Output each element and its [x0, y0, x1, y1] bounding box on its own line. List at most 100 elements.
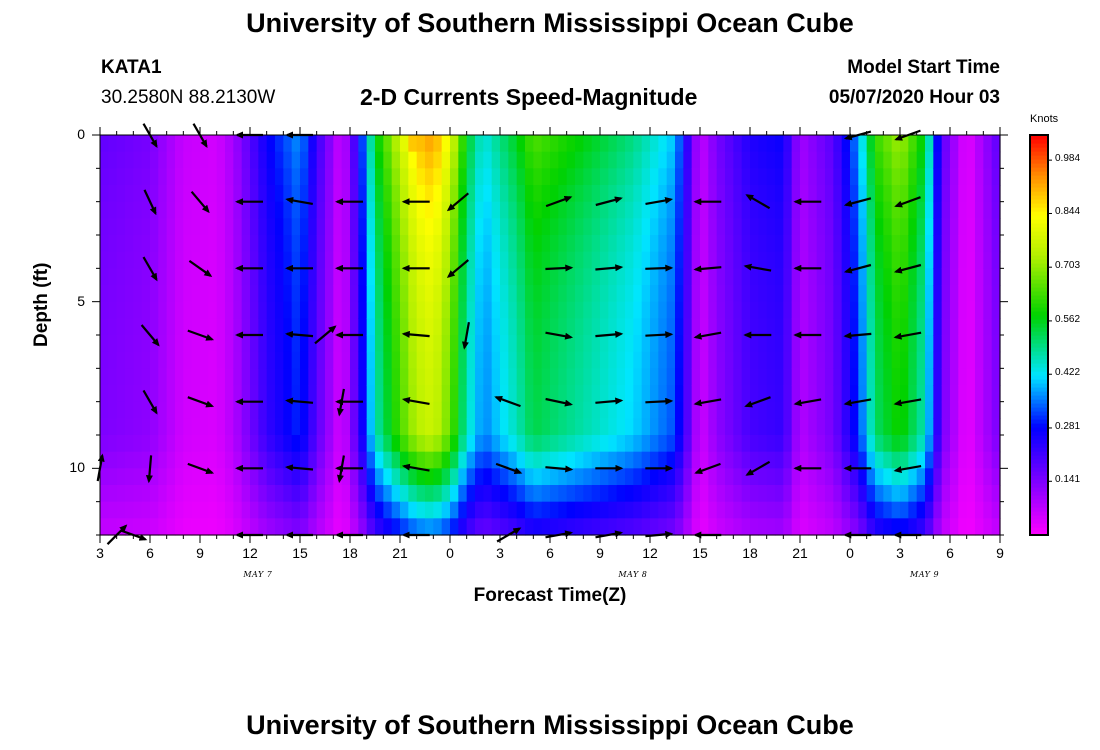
- heatmap-cell: [266, 301, 276, 319]
- heatmap-cell: [116, 385, 126, 403]
- heatmap-cell: [325, 435, 334, 453]
- heatmap-cell: [966, 485, 976, 503]
- heatmap-cell: [866, 318, 876, 336]
- heatmap-cell: [858, 401, 868, 419]
- heatmap-cell: [541, 418, 551, 436]
- heatmap-cell: [316, 518, 326, 536]
- heatmap-cell: [200, 468, 209, 486]
- current-arrow: [285, 464, 314, 472]
- colorbar-segment: [1030, 515, 1048, 520]
- heatmap-cell: [575, 251, 584, 269]
- heatmap-cell: [450, 368, 459, 386]
- heatmap-cell: [216, 501, 226, 519]
- heatmap-cell: [583, 418, 593, 436]
- heatmap-cell: [383, 285, 393, 303]
- heatmap-cell: [850, 518, 859, 536]
- heatmap-cell: [800, 285, 809, 303]
- heatmap-cell: [833, 351, 843, 369]
- heatmap-cell: [391, 451, 401, 469]
- heatmap-cell: [466, 168, 476, 186]
- colorbar-segment: [1030, 463, 1048, 468]
- heatmap-cell: [208, 201, 218, 219]
- heatmap-cell: [725, 401, 734, 419]
- heatmap-cell: [116, 268, 126, 286]
- heatmap-cell: [616, 301, 626, 319]
- heatmap-cell: [900, 201, 909, 219]
- heatmap-cell: [241, 235, 251, 253]
- heatmap-cell: [550, 301, 559, 319]
- colorbar-segment: [1030, 295, 1048, 300]
- heatmap-cell: [166, 218, 176, 236]
- heatmap-cell: [825, 518, 834, 536]
- heatmap-cell: [833, 518, 843, 536]
- heatmap-cell: [558, 451, 568, 469]
- heatmap-cell: [416, 401, 426, 419]
- colorbar-segment: [1030, 143, 1048, 148]
- heatmap-cell: [716, 451, 726, 469]
- heatmap-cell: [766, 201, 776, 219]
- heatmap-cell: [983, 318, 993, 336]
- heatmap-cell: [925, 285, 934, 303]
- heatmap-cell: [791, 518, 801, 536]
- heatmap-cell: [933, 468, 943, 486]
- heatmap-cell: [583, 301, 593, 319]
- heatmap-cell: [233, 418, 243, 436]
- heatmap-cell: [675, 335, 684, 353]
- heatmap-cell: [133, 168, 143, 186]
- heatmap-cell: [333, 501, 343, 519]
- heatmap-cell: [933, 251, 943, 269]
- heatmap-cell: [750, 235, 759, 253]
- heatmap-cell: [775, 285, 784, 303]
- colorbar-segment: [1030, 487, 1048, 492]
- heatmap-cell: [925, 168, 934, 186]
- heatmap-cell: [175, 168, 184, 186]
- heatmap-cell: [658, 501, 668, 519]
- current-arrow: [187, 462, 215, 475]
- heatmap-cell: [941, 135, 951, 153]
- heatmap-cell: [850, 168, 859, 186]
- heatmap-cell: [716, 335, 726, 353]
- heatmap-cell: [541, 401, 551, 419]
- heatmap-cell: [233, 435, 243, 453]
- heatmap-cell: [500, 451, 509, 469]
- heatmap-cell: [458, 135, 468, 153]
- heatmap-cell: [841, 451, 851, 469]
- heatmap-cell: [283, 385, 293, 403]
- heatmap-cell: [100, 151, 109, 169]
- heatmap-cell: [541, 218, 551, 236]
- heatmap-cell: [450, 335, 459, 353]
- heatmap-cell: [691, 235, 701, 253]
- heatmap-cell: [475, 385, 484, 403]
- heatmap-cell: [125, 251, 134, 269]
- heatmap-cell: [900, 435, 909, 453]
- heatmap-cell: [383, 518, 393, 536]
- heatmap-cell: [350, 318, 359, 336]
- heatmap-cell: [416, 235, 426, 253]
- heatmap-cell: [200, 318, 209, 336]
- heatmap-cell: [208, 251, 218, 269]
- heatmap-cell: [650, 518, 659, 536]
- heatmap-cell: [816, 401, 826, 419]
- heatmap-cell: [916, 451, 926, 469]
- heatmap-cell: [875, 335, 884, 353]
- heatmap-cell: [158, 501, 168, 519]
- heatmap-cell: [716, 251, 726, 269]
- heatmap-cell: [866, 485, 876, 503]
- heatmap-cell: [516, 185, 526, 203]
- heatmap-cell: [675, 268, 684, 286]
- heatmap-cell: [741, 368, 751, 386]
- heatmap-cell: [883, 301, 893, 319]
- heatmap-cell: [625, 185, 634, 203]
- heatmap-cell: [108, 351, 118, 369]
- heatmap-cell: [808, 218, 818, 236]
- heatmap-cell: [825, 485, 834, 503]
- heatmap-cell: [250, 318, 259, 336]
- heatmap-cell: [966, 168, 976, 186]
- heatmap-cell: [741, 435, 751, 453]
- heatmap-cell: [641, 185, 651, 203]
- heatmap-cell: [808, 418, 818, 436]
- heatmap-cell: [725, 235, 734, 253]
- heatmap-cell: [550, 151, 559, 169]
- current-arrow: [843, 197, 872, 207]
- heatmap-cell: [166, 418, 176, 436]
